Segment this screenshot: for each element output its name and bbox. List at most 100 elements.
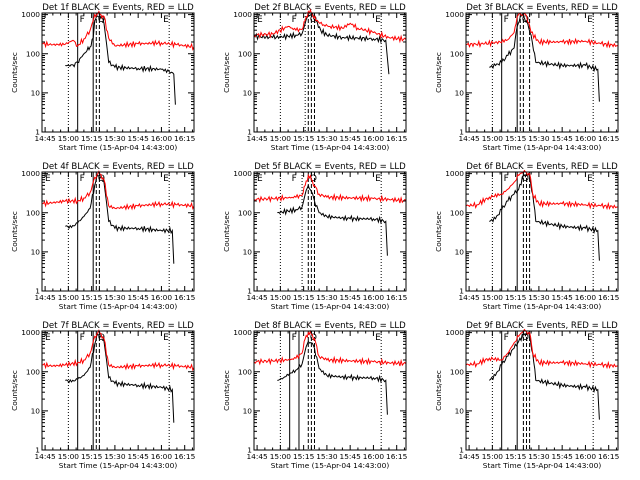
x-tick-label: 14:45 [458,293,480,302]
events-series-line [488,331,600,420]
y-tick-label: 100 [26,367,40,376]
events-series-line [65,333,175,423]
x-axis-label: Start Time (15-Apr-04 14:43:00) [59,302,178,311]
y-tick-label: 1000 [233,10,252,19]
interval-label: E [587,333,593,343]
lld-series-line [253,329,407,367]
x-axis-label: Start Time (15-Apr-04 14:43:00) [483,461,602,470]
interval-label: F [80,174,85,184]
interval-label: Q [98,333,105,343]
y-tick-label: 100 [450,49,464,58]
plot-frame [41,12,195,133]
x-tick-label: 15:15 [505,452,527,461]
x-axis-label: Start Time (15-Apr-04 14:43:00) [271,302,390,311]
y-tick-label: 1 [247,128,252,137]
x-tick-label: 16:15 [598,134,620,143]
y-tick-label: 10 [31,247,41,256]
x-tick-label: 16:15 [174,134,196,143]
x-tick-label: 15:30 [528,452,550,461]
plot-frame [465,171,619,292]
y-tick-label: 10 [243,406,253,415]
y-axis-label: Counts/sec [222,52,231,93]
interval-label: E [45,333,51,343]
panel-2: Det 2f BLACK = Events, RED = LLD E F Q E 1 10 1… [222,3,408,152]
lld-series-line [253,173,407,204]
y-tick-label: 1000 [233,169,252,178]
panel-4: Det 4f BLACK = Events, RED = LLD E F Q E 1 10 1… [10,162,196,311]
interval-label: E [163,333,169,343]
y-axis-label: Counts/sec [10,52,19,93]
interval-label: F [292,333,297,343]
events-series-line [277,340,388,415]
panel-title: Det 3f BLACK = Events, RED = LLD [466,3,618,13]
interval-label: Q [98,174,105,184]
y-tick-label: 10 [455,88,465,97]
y-tick-label: 1000 [445,10,464,19]
x-tick-label: 16:15 [598,452,620,461]
plot-frame [465,330,619,451]
y-axis-label: Counts/sec [222,370,231,411]
x-tick-label: 15:15 [81,293,103,302]
x-tick-label: 16:15 [174,452,196,461]
x-tick-label: 16:00 [151,452,173,461]
panel-title: Det 2f BLACK = Events, RED = LLD [254,3,406,13]
interval-label: E [45,174,51,184]
x-tick-label: 15:15 [293,452,315,461]
panel-title: Det 4f BLACK = Events, RED = LLD [42,162,194,172]
x-axis-label: Start Time (15-Apr-04 14:43:00) [59,461,178,470]
x-tick-label: 14:45 [34,134,56,143]
interval-label: E [375,174,381,184]
x-tick-label: 15:15 [293,134,315,143]
x-tick-label: 15:45 [128,293,150,302]
interval-label: E [587,15,593,25]
interval-label: Q [310,15,317,25]
x-tick-label: 14:45 [458,134,480,143]
x-tick-label: 16:00 [151,134,173,143]
x-tick-label: 15:45 [340,452,362,461]
x-tick-label: 16:15 [598,293,620,302]
x-tick-label: 15:45 [552,452,574,461]
y-tick-label: 1000 [21,10,40,19]
y-tick-label: 100 [238,49,252,58]
panel-1: Det 1f BLACK = Events, RED = LLD F Q E 1 10 10… [10,3,196,152]
panel-5: Det 5f BLACK = Events, RED = LLD E F Q E 1 10 1… [222,162,408,311]
lld-series-line [465,169,618,211]
lld-series-line [465,12,619,49]
x-tick-label: 15:30 [316,452,338,461]
y-tick-label: 1 [459,446,464,455]
x-tick-label: 15:45 [552,293,574,302]
x-tick-label: 15:00 [58,134,80,143]
y-tick-label: 10 [31,406,41,415]
x-tick-label: 15:45 [552,134,574,143]
y-tick-label: 100 [238,208,252,217]
panel-title: Det 7f BLACK = Events, RED = LLD [42,321,194,331]
x-axis-label: Start Time (15-Apr-04 14:43:00) [59,143,178,152]
interval-label: F [504,333,509,343]
y-tick-label: 1 [35,128,40,137]
x-tick-label: 14:45 [246,293,268,302]
x-tick-label: 15:00 [482,452,504,461]
y-tick-label: 10 [31,88,41,97]
events-series-line [65,174,175,264]
x-tick-label: 16:00 [575,293,597,302]
interval-label: Q [98,15,105,25]
events-series-line [489,13,600,102]
events-series-line [277,183,388,256]
y-tick-label: 1 [247,446,252,455]
y-axis-label: Counts/sec [434,211,443,252]
plot-frame [41,330,195,451]
y-tick-label: 100 [26,208,40,217]
x-tick-label: 16:15 [174,293,196,302]
x-tick-label: 15:15 [505,293,527,302]
interval-label: E [375,333,381,343]
x-tick-label: 15:15 [505,134,527,143]
x-tick-label: 16:00 [575,452,597,461]
y-tick-label: 1 [247,287,252,296]
events-series-line [489,172,600,261]
y-axis-label: Counts/sec [434,370,443,411]
x-tick-label: 16:15 [386,293,408,302]
y-tick-label: 100 [450,208,464,217]
interval-label: E [163,174,169,184]
y-tick-label: 10 [243,88,253,97]
interval-label: E [587,174,593,184]
